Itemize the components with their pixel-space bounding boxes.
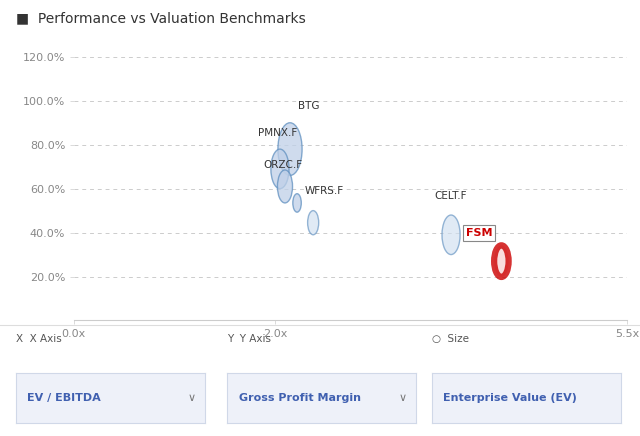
Text: ∨: ∨ <box>399 393 407 403</box>
Circle shape <box>293 194 301 212</box>
Text: ∨: ∨ <box>188 393 196 403</box>
Text: CELT.F: CELT.F <box>435 191 467 201</box>
Circle shape <box>271 149 289 189</box>
Text: Gross Profit Margin: Gross Profit Margin <box>239 393 360 403</box>
Text: FSM: FSM <box>466 228 493 238</box>
Text: X  X Axis: X X Axis <box>16 334 61 344</box>
Text: Enterprise Value (EV): Enterprise Value (EV) <box>444 393 577 403</box>
Circle shape <box>308 211 319 235</box>
Text: EV / EBITDA: EV / EBITDA <box>28 393 101 403</box>
Text: ■  Performance vs Valuation Benchmarks: ■ Performance vs Valuation Benchmarks <box>16 11 306 25</box>
Text: Y  Y Axis: Y Y Axis <box>227 334 271 344</box>
Text: PMNX.F: PMNX.F <box>259 128 298 138</box>
Text: ○  Size: ○ Size <box>432 334 469 344</box>
Circle shape <box>494 245 509 277</box>
Text: WFRS.F: WFRS.F <box>305 186 344 196</box>
Circle shape <box>277 170 292 203</box>
Circle shape <box>442 215 460 255</box>
Text: BTG: BTG <box>298 101 319 111</box>
Text: ORZC.F: ORZC.F <box>264 160 303 170</box>
Circle shape <box>278 123 302 175</box>
